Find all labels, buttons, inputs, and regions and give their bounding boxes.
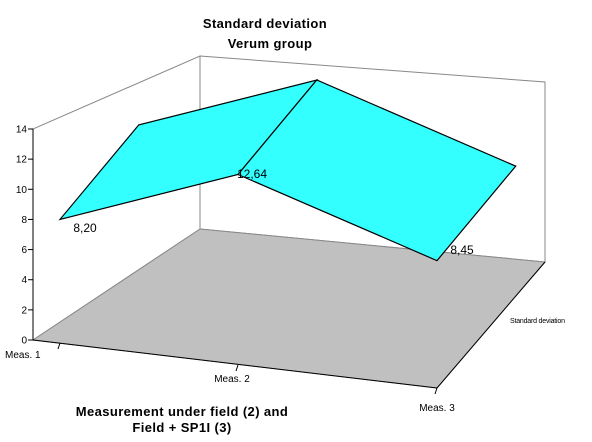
data-label: 8,45 — [450, 243, 474, 257]
x-tick-mark — [57, 342, 61, 350]
x-tick-mark — [235, 364, 239, 372]
y-tick-label: 4 — [21, 275, 27, 286]
x-axis-title-line2: Field + SP1I (3) — [132, 420, 231, 435]
y-tick-label: 12 — [16, 155, 28, 166]
x-tick-mark — [434, 387, 438, 395]
y-tick-label: 2 — [21, 305, 27, 316]
x-tick-label: Meas. 2 — [214, 374, 250, 385]
x-axis — [32, 339, 438, 389]
y-tick-label: 14 — [16, 125, 28, 136]
chart-title: Standard deviation — [203, 16, 327, 31]
chart-subtitle: Verum group — [228, 36, 313, 51]
depth-axis — [436, 261, 546, 389]
x-tick-label: Meas. 3 — [419, 403, 455, 414]
y-tick-label: 10 — [16, 185, 28, 196]
series-label: Standard deviation — [510, 318, 565, 325]
data-label: 8,20 — [73, 221, 97, 235]
x-tick-label: Meas. 1 — [5, 350, 41, 361]
y-tick-label: 8 — [21, 215, 27, 226]
y-tick-label: 6 — [21, 245, 27, 256]
x-axis-title-line1: Measurement under field (2) and — [76, 404, 289, 419]
area-segment — [237, 79, 517, 262]
y-tick-label: 0 — [21, 336, 27, 347]
data-label: 12,64 — [237, 167, 267, 181]
